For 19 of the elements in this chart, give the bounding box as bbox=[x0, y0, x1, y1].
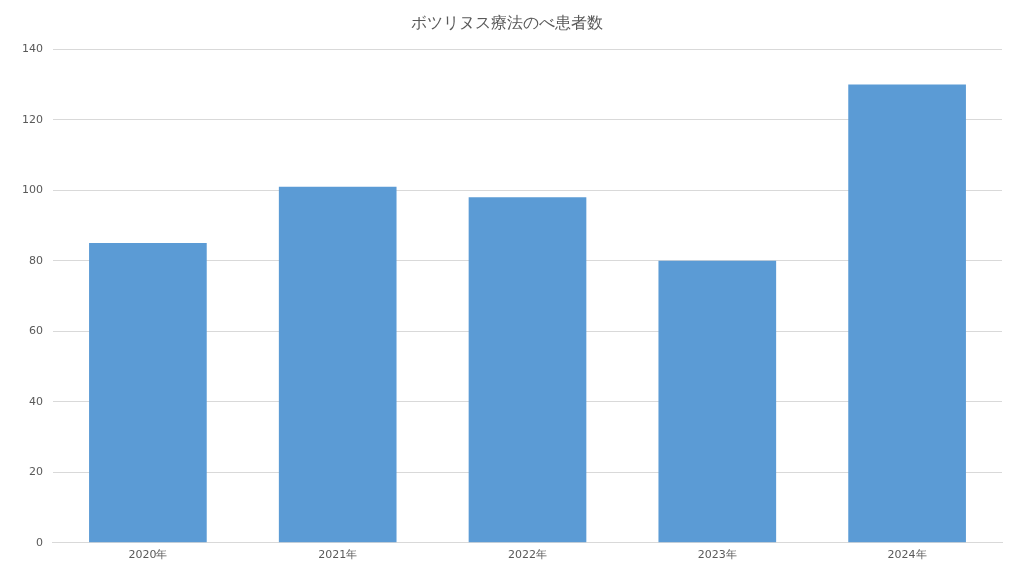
y-tick-label: 60 bbox=[29, 324, 43, 338]
bar bbox=[468, 197, 587, 543]
y-tick-label: 100 bbox=[22, 183, 43, 197]
x-tick-label: 2024年 bbox=[887, 548, 927, 562]
bar bbox=[278, 186, 397, 543]
y-tick-label: 80 bbox=[29, 253, 43, 267]
x-tick-label: 2023年 bbox=[697, 548, 737, 562]
y-tick-label: 40 bbox=[29, 394, 43, 408]
y-tick-label: 0 bbox=[36, 535, 43, 549]
bar bbox=[658, 260, 777, 543]
y-tick-label: 120 bbox=[22, 112, 43, 126]
x-tick-label: 2021年 bbox=[318, 548, 358, 562]
bar bbox=[848, 84, 966, 543]
bar bbox=[89, 243, 207, 543]
x-tick-label: 2020年 bbox=[128, 548, 168, 562]
chart-title: ボツリヌス療法のべ患者数 bbox=[411, 12, 603, 32]
y-tick-label: 140 bbox=[22, 42, 43, 56]
y-tick-label: 20 bbox=[29, 465, 43, 479]
x-tick-label: 2022年 bbox=[508, 548, 547, 562]
